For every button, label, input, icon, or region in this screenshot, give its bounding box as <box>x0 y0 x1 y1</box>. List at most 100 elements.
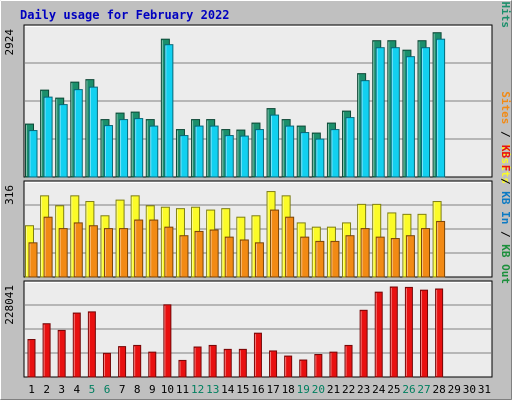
files-bar <box>194 125 204 178</box>
x-tick-label: 25 <box>387 383 400 396</box>
files-bar <box>375 47 385 178</box>
sites-bar <box>390 238 400 278</box>
kbytes-bar <box>389 286 398 378</box>
kbytes-bar <box>208 344 217 378</box>
files-bar <box>209 125 219 178</box>
x-tick-label: 17 <box>266 383 279 396</box>
chart-title: Daily usage for February 2022 <box>20 8 230 22</box>
files-bar <box>436 38 446 178</box>
files-bar <box>119 119 129 178</box>
x-tick-label: 12 <box>191 383 204 396</box>
x-tick-label: 7 <box>119 383 126 396</box>
files-bar <box>164 44 174 178</box>
files-bar <box>300 132 310 178</box>
x-tick-label: 29 <box>448 383 461 396</box>
y-tick-label: 2924 <box>3 29 16 56</box>
day-axis: 1 2 3 4 5 6 7 8 9 10 11 12 13 14 15 16 17 18 19 20 21 22 23 24 2… <box>28 383 491 396</box>
legend-label: Pages / Files / Hits <box>499 0 512 28</box>
kbytes-bar <box>223 348 232 378</box>
x-tick-label: 19 <box>297 383 310 396</box>
x-tick-label: 28 <box>433 383 446 396</box>
sites-bar <box>103 228 113 278</box>
x-tick-label: 18 <box>282 383 295 396</box>
legend-entry: KB In <box>499 191 512 224</box>
files-bar <box>330 129 340 178</box>
kbytes-bar <box>148 351 157 378</box>
sites-bar <box>164 226 174 278</box>
legend-entry: Sites <box>499 91 512 124</box>
x-tick-label: 6 <box>104 383 111 396</box>
files-bar <box>28 130 38 178</box>
files-bar <box>405 56 415 178</box>
x-tick-label: 21 <box>327 383 340 396</box>
sites-bar <box>285 216 295 278</box>
x-tick-label: 31 <box>478 383 491 396</box>
legend-entry: Hits <box>499 2 512 29</box>
kbytes-bar <box>374 291 383 378</box>
files-bar <box>345 117 355 178</box>
sites-bar <box>421 228 431 278</box>
x-tick-label: 27 <box>417 383 430 396</box>
legend-entry: / <box>499 224 512 244</box>
x-tick-label: 9 <box>149 383 156 396</box>
kbytes-bar <box>238 348 247 378</box>
kbytes-panel: 228041 KB F / KB In / KB Out <box>3 145 512 378</box>
sites-bar <box>149 219 159 278</box>
files-bar <box>270 114 280 178</box>
x-tick-label: 20 <box>312 383 325 396</box>
hits-files-panel: 2924 Pages / Files / Hits <box>3 0 512 178</box>
sites-bar <box>270 209 280 278</box>
kbytes-bar <box>329 351 338 378</box>
legend-label: Sites / Visits <box>499 91 512 184</box>
kbytes-bar <box>163 304 172 378</box>
files-bar <box>103 125 113 178</box>
sites-bar <box>300 236 310 278</box>
x-tick-label: 11 <box>176 383 189 396</box>
sites-bar <box>43 216 53 278</box>
sites-bar <box>345 235 355 278</box>
x-tick-label: 26 <box>402 383 415 396</box>
files-bar <box>360 80 370 178</box>
sites-bar <box>436 220 446 278</box>
files-bar <box>179 135 189 178</box>
x-tick-label: 22 <box>342 383 355 396</box>
sites-bar <box>239 239 249 278</box>
x-tick-label: 23 <box>357 383 370 396</box>
kbytes-bar <box>344 344 353 378</box>
files-bar <box>73 89 83 178</box>
sites-bar <box>375 236 385 278</box>
x-tick-label: 10 <box>161 383 174 396</box>
x-tick-label: 13 <box>206 383 219 396</box>
x-tick-label: 1 <box>28 383 35 396</box>
x-tick-label: 2 <box>43 383 50 396</box>
kbytes-bar <box>27 339 36 378</box>
sites-bar <box>330 240 340 278</box>
kbytes-bar <box>359 309 368 378</box>
files-bar <box>43 96 53 178</box>
kbytes-bar <box>57 329 66 378</box>
files-bar <box>239 135 249 178</box>
files-bar <box>254 129 264 178</box>
sites-bar <box>194 230 204 278</box>
x-tick-label: 5 <box>89 383 96 396</box>
legend-label: KB F / KB In / KB Out <box>499 145 512 284</box>
y-tick-label: 228041 <box>3 285 16 325</box>
sites-bar <box>58 228 68 278</box>
kbytes-bar <box>284 355 293 378</box>
x-tick-label: 14 <box>221 383 235 396</box>
sites-bar <box>315 240 325 278</box>
kbytes-bar <box>72 312 81 378</box>
kbytes-bar <box>193 346 202 378</box>
sites-bar <box>209 229 219 278</box>
files-bar <box>315 138 325 178</box>
legend-entry: / <box>499 124 512 144</box>
files-bar <box>421 47 431 178</box>
sites-bar <box>134 219 144 278</box>
x-tick-label: 8 <box>134 383 141 396</box>
legend-entry: / <box>499 171 512 191</box>
sites-bar <box>405 235 415 278</box>
x-tick-label: 15 <box>236 383 249 396</box>
sites-bar <box>28 242 38 278</box>
kbytes-bar <box>269 350 278 378</box>
